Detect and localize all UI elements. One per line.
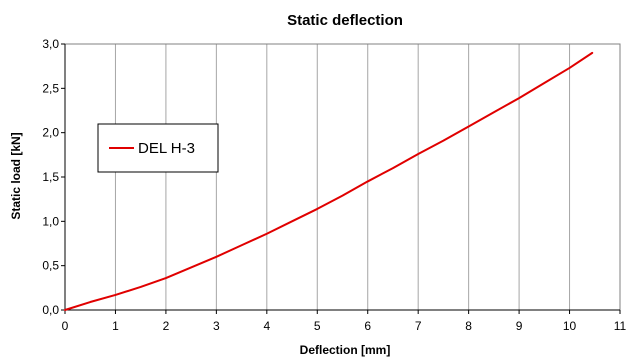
chart-title: Static deflection xyxy=(287,12,403,29)
x-tick-label-9: 9 xyxy=(516,319,523,333)
y-tick-label-5: 2,5 xyxy=(42,81,59,95)
y-tick-label-1: 0,5 xyxy=(42,259,59,273)
x-tick-label-6: 6 xyxy=(364,319,371,333)
y-tick-label-3: 1,5 xyxy=(42,170,59,184)
y-tick-label-0: 0,0 xyxy=(42,303,59,317)
plot-frame xyxy=(64,43,621,311)
grid-layer xyxy=(114,44,571,310)
legend: DEL H-3 xyxy=(97,123,219,173)
x-tick-label-0: 0 xyxy=(62,319,69,333)
x-tick-label-8: 8 xyxy=(465,319,472,333)
x-tick-label-11: 11 xyxy=(614,319,627,333)
y-tick-label-2: 1,0 xyxy=(42,214,59,228)
series-layer xyxy=(64,51,594,311)
x-tick-label-10: 10 xyxy=(563,319,577,333)
x-axis-ticks: 0 1 2 3 4 5 6 7 8 9 10 11 xyxy=(62,310,627,333)
x-tick-label-7: 7 xyxy=(415,319,422,333)
x-tick-label-4: 4 xyxy=(263,319,270,333)
x-axis-label: Deflection [mm] xyxy=(300,343,391,357)
x-tick-label-3: 3 xyxy=(213,319,220,333)
x-tick-label-2: 2 xyxy=(163,319,170,333)
y-tick-label-6: 3,0 xyxy=(42,37,59,51)
series-line-0 xyxy=(64,51,594,311)
plot-area-border xyxy=(64,43,621,311)
x-tick-label-5: 5 xyxy=(314,319,321,333)
y-tick-label-4: 2,0 xyxy=(42,126,59,140)
x-tick-label-1: 1 xyxy=(112,319,119,333)
y-axis-label: Static load [kN] xyxy=(9,132,23,219)
legend-entry: DEL H-3 xyxy=(138,140,195,157)
y-axis-ticks: 0,0 0,5 1,0 1,5 2,0 2,5 3,0 xyxy=(42,37,65,317)
